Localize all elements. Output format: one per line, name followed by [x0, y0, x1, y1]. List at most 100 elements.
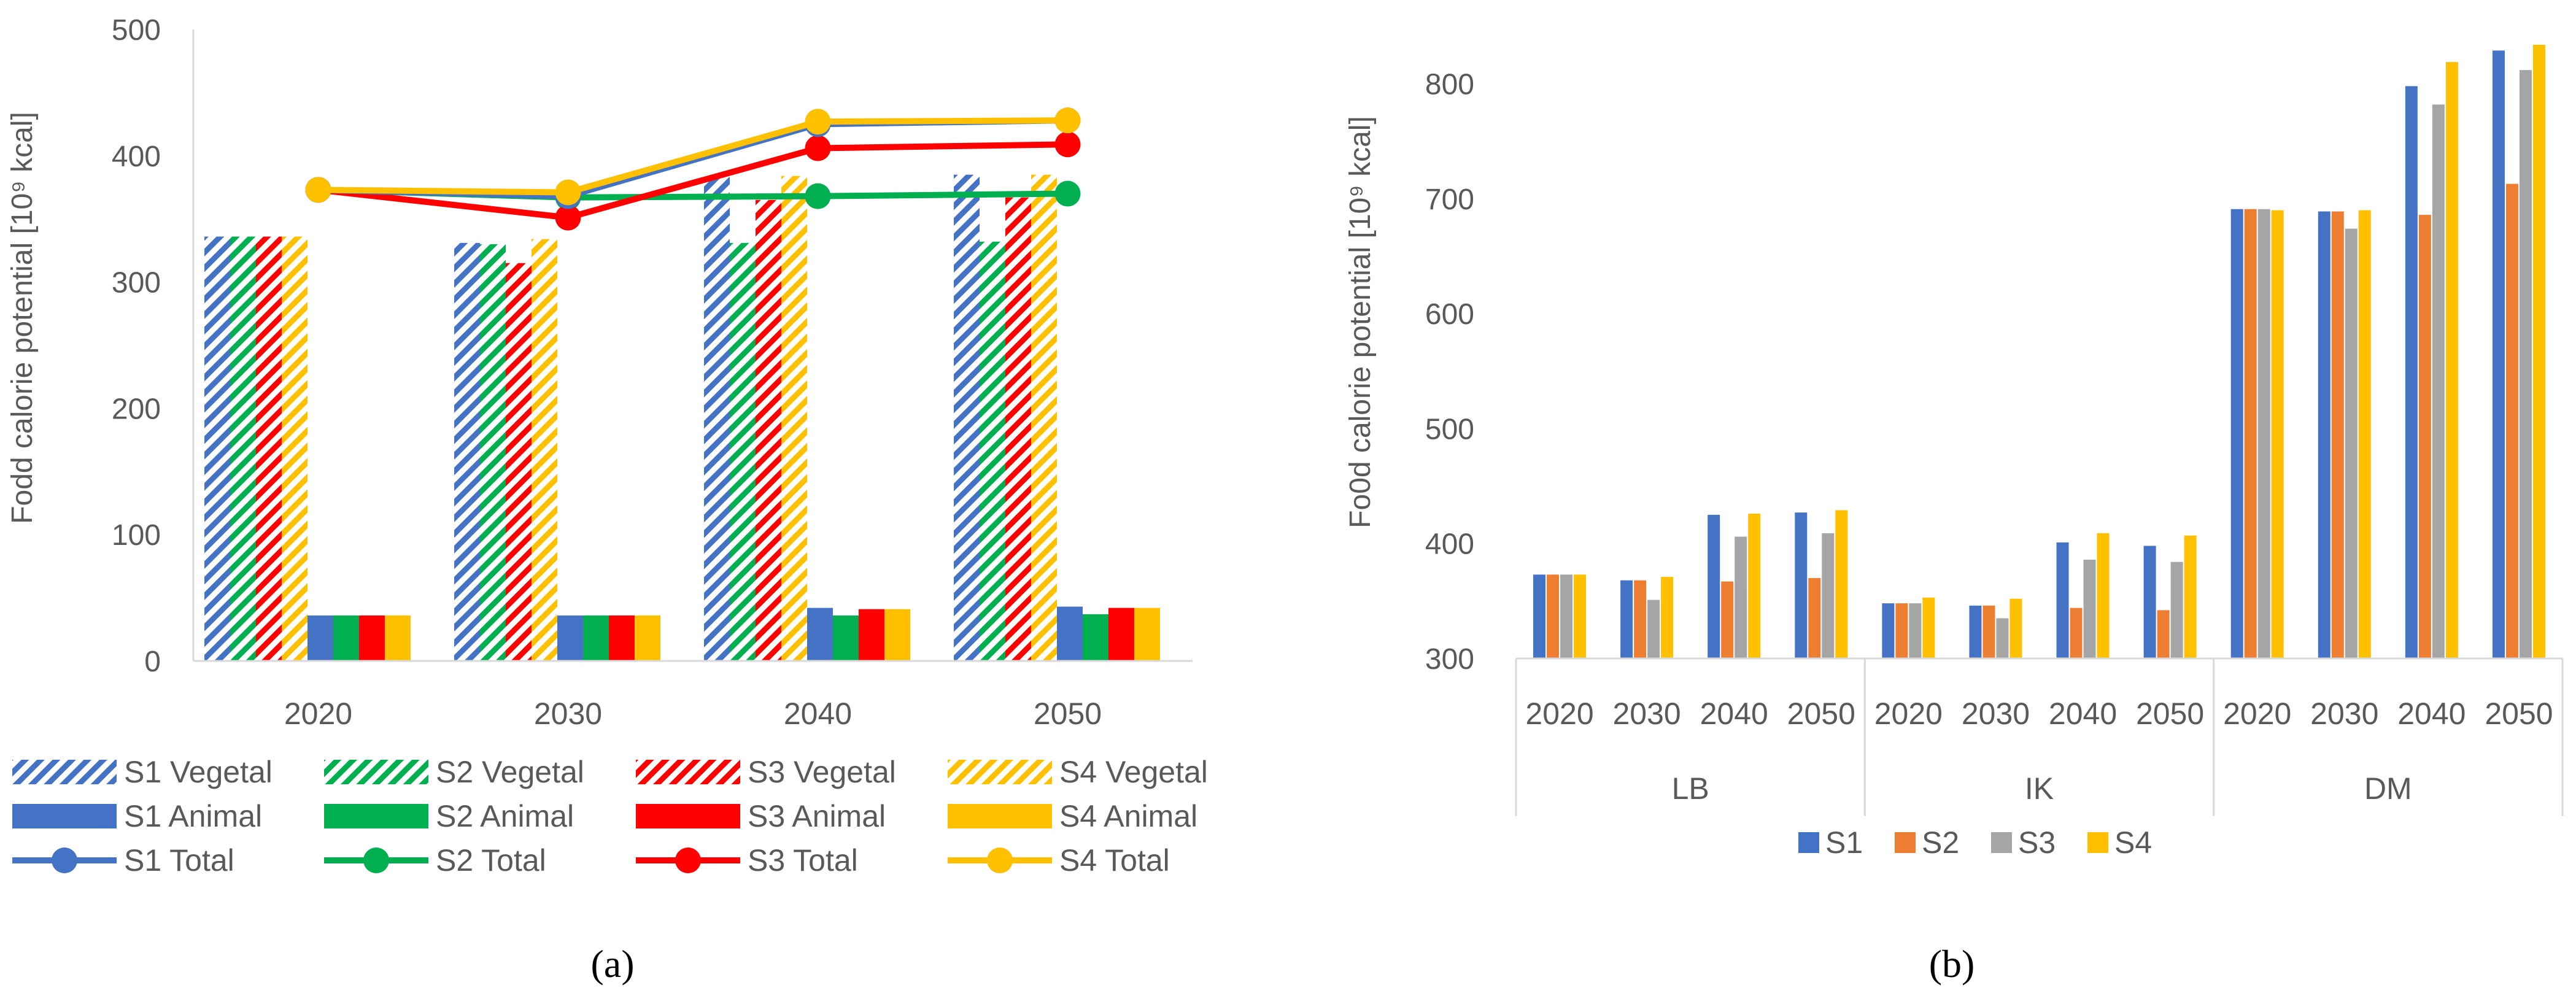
- bar-s4-animal-2040: [884, 609, 910, 661]
- point-s4-total-2030: [555, 179, 581, 206]
- bar-s3-ik-2040: [2083, 559, 2096, 658]
- bar-s3-ik-2020: [1909, 603, 1922, 658]
- chart-a-x-tick-label: 2040: [784, 697, 852, 731]
- legend-label: S1 Vegetal: [124, 755, 273, 789]
- chart-b-x-tick-year: 2040: [2397, 697, 2466, 731]
- chart-b-x-tick-year: 2030: [1962, 697, 2030, 731]
- bar-s2-vegetal-2020: [230, 236, 256, 662]
- bar-s1-vegetal-2050: [954, 174, 980, 661]
- bar-s2-dm-2030: [2331, 211, 2344, 658]
- chart-a-y-axis: 0 100 200 300 400 500: [112, 14, 195, 678]
- legend-label: S4 Total: [1059, 843, 1170, 878]
- legend-swatch-s1: [1798, 832, 1819, 853]
- bar-s1-animal-2030: [557, 615, 583, 661]
- legend-marker-s2-total: [363, 847, 389, 873]
- chart-a-bars: [204, 174, 1160, 662]
- chart-b-x-tick-year: 2050: [2136, 697, 2204, 731]
- point-s2-total-2050: [1054, 180, 1081, 207]
- chart-b-y-tick-label: 500: [1425, 413, 1474, 446]
- bar-s1-dm-2020: [2230, 209, 2243, 658]
- legend-marker-s3-total: [675, 847, 701, 873]
- chart-b-x-axis: 2020 2030 2040 2050 LB 2020 2030 2040 2050 IK 2020…: [1515, 657, 2564, 816]
- bar-s3-vegetal-2030: [506, 263, 532, 662]
- bar-s4-vegetal-2020: [282, 236, 307, 662]
- chart-a-y-tick-label: 0: [144, 646, 161, 678]
- chart-b-x-tick-year: 2020: [2223, 697, 2291, 731]
- chart-b: Fo0d calorie potential [10⁹ kcal] 300 400…: [1344, 44, 2564, 986]
- chart-b-x-group-label: DM: [2364, 771, 2412, 806]
- bar-s4-dm-2030: [2358, 210, 2371, 658]
- bar-s2-ik-2040: [2070, 608, 2083, 658]
- chart-a: Fodd calorie potential [10⁹ kcal] 0 100 20…: [6, 14, 1208, 986]
- point-s4-total-2040: [805, 109, 831, 135]
- chart-b-x-tick-year: 2040: [2049, 697, 2117, 731]
- point-s4-total-2050: [1054, 107, 1081, 134]
- chart-a-legend: S1 Vegetal S2 Vegetal S3 Vegetal S4 Vegetal…: [12, 755, 1208, 878]
- bar-s3-animal-2020: [359, 615, 385, 661]
- bar-s4-ik-2030: [2009, 598, 2022, 658]
- bar-s3-lb-2030: [1647, 600, 1660, 658]
- legend-swatch-s4-vegetal: [948, 760, 1052, 784]
- bar-s2-lb-2050: [1808, 577, 1821, 658]
- bar-s4-dm-2040: [2445, 62, 2458, 658]
- bar-s2-animal-2030: [583, 615, 609, 661]
- bar-s3-vegetal-2040: [756, 199, 781, 662]
- bar-s1-lb-2020: [1533, 574, 1546, 658]
- legend-label: S4: [2114, 825, 2152, 860]
- legend-swatch-s2: [1895, 832, 1916, 853]
- bar-s1-ik-2040: [2056, 542, 2069, 658]
- chart-b-y-tick-label: 600: [1425, 298, 1474, 331]
- bar-s4-ik-2020: [1922, 597, 1935, 658]
- bar-s1-dm-2030: [2318, 211, 2330, 658]
- line-s4-total: [318, 117, 1068, 196]
- bar-s1-dm-2040: [2405, 86, 2418, 658]
- chart-b-x-tick-year: 2050: [2485, 697, 2553, 731]
- bar-s2-lb-2040: [1721, 581, 1734, 658]
- bar-s1-ik-2050: [2143, 546, 2156, 658]
- bar-s2-vegetal-2050: [980, 241, 1005, 661]
- legend-label: S2 Vegetal: [436, 755, 584, 789]
- panel-label-b: (b): [1929, 942, 1975, 986]
- bar-s4-vegetal-2040: [781, 176, 807, 661]
- legend-label: S3 Animal: [748, 799, 886, 833]
- point-s4-total-2020: [305, 177, 331, 203]
- bar-s2-lb-2030: [1634, 580, 1647, 658]
- bar-s3-ik-2050: [2170, 562, 2183, 658]
- chart-b-y-tick-label: 800: [1425, 69, 1474, 101]
- bar-s1-vegetal-2030: [454, 242, 480, 661]
- chart-a-total-lines: [305, 107, 1081, 231]
- chart-a-y-tick-label: 400: [112, 141, 161, 173]
- chart-b-y-tick-label: 400: [1425, 528, 1474, 561]
- bar-s4-dm-2050: [2532, 44, 2545, 659]
- bar-s4-lb-2020: [1574, 574, 1587, 658]
- bar-s2-dm-2040: [2418, 215, 2431, 658]
- legend-swatch-s4-animal: [948, 804, 1052, 828]
- bar-s3-dm-2040: [2432, 104, 2445, 658]
- panel-label-a: (a): [590, 942, 634, 986]
- bar-s1-lb-2030: [1620, 580, 1633, 658]
- chart-b-x-tick-year: 2040: [1700, 697, 1768, 731]
- legend-swatch-s1-vegetal: [12, 760, 117, 784]
- legend-swatch-s3: [1991, 832, 2012, 853]
- legend-marker-s1-total: [52, 847, 77, 873]
- bar-s3-animal-2050: [1108, 608, 1134, 661]
- line-s3-total: [317, 141, 1068, 221]
- legend-swatch-s3-animal: [636, 804, 740, 828]
- chart-b-legend: S1 S2 S3 S4: [1798, 825, 2152, 860]
- point-s3-total-2050: [1054, 131, 1081, 158]
- chart-b-y-axis-label: Fo0d calorie potential [10⁹ kcal]: [1344, 116, 1377, 528]
- bar-s2-animal-2020: [333, 615, 359, 661]
- bar-s3-animal-2040: [859, 609, 884, 661]
- bar-s4-lb-2030: [1661, 577, 1674, 658]
- bar-s1-vegetal-2040: [704, 177, 730, 661]
- legend-swatch-s2-animal: [324, 804, 428, 828]
- legend-swatch-s1-animal: [12, 804, 117, 828]
- chart-a-y-axis-label: Fodd calorie potential [10⁹ kcal]: [6, 112, 39, 524]
- legend-label: S2 Total: [436, 843, 546, 878]
- bar-s4-animal-2050: [1134, 608, 1160, 661]
- bar-s1-animal-2050: [1057, 606, 1083, 661]
- bar-s2-ik-2030: [1982, 605, 1995, 658]
- bar-s4-ik-2040: [2097, 533, 2110, 658]
- chart-b-bars: [1533, 44, 2545, 659]
